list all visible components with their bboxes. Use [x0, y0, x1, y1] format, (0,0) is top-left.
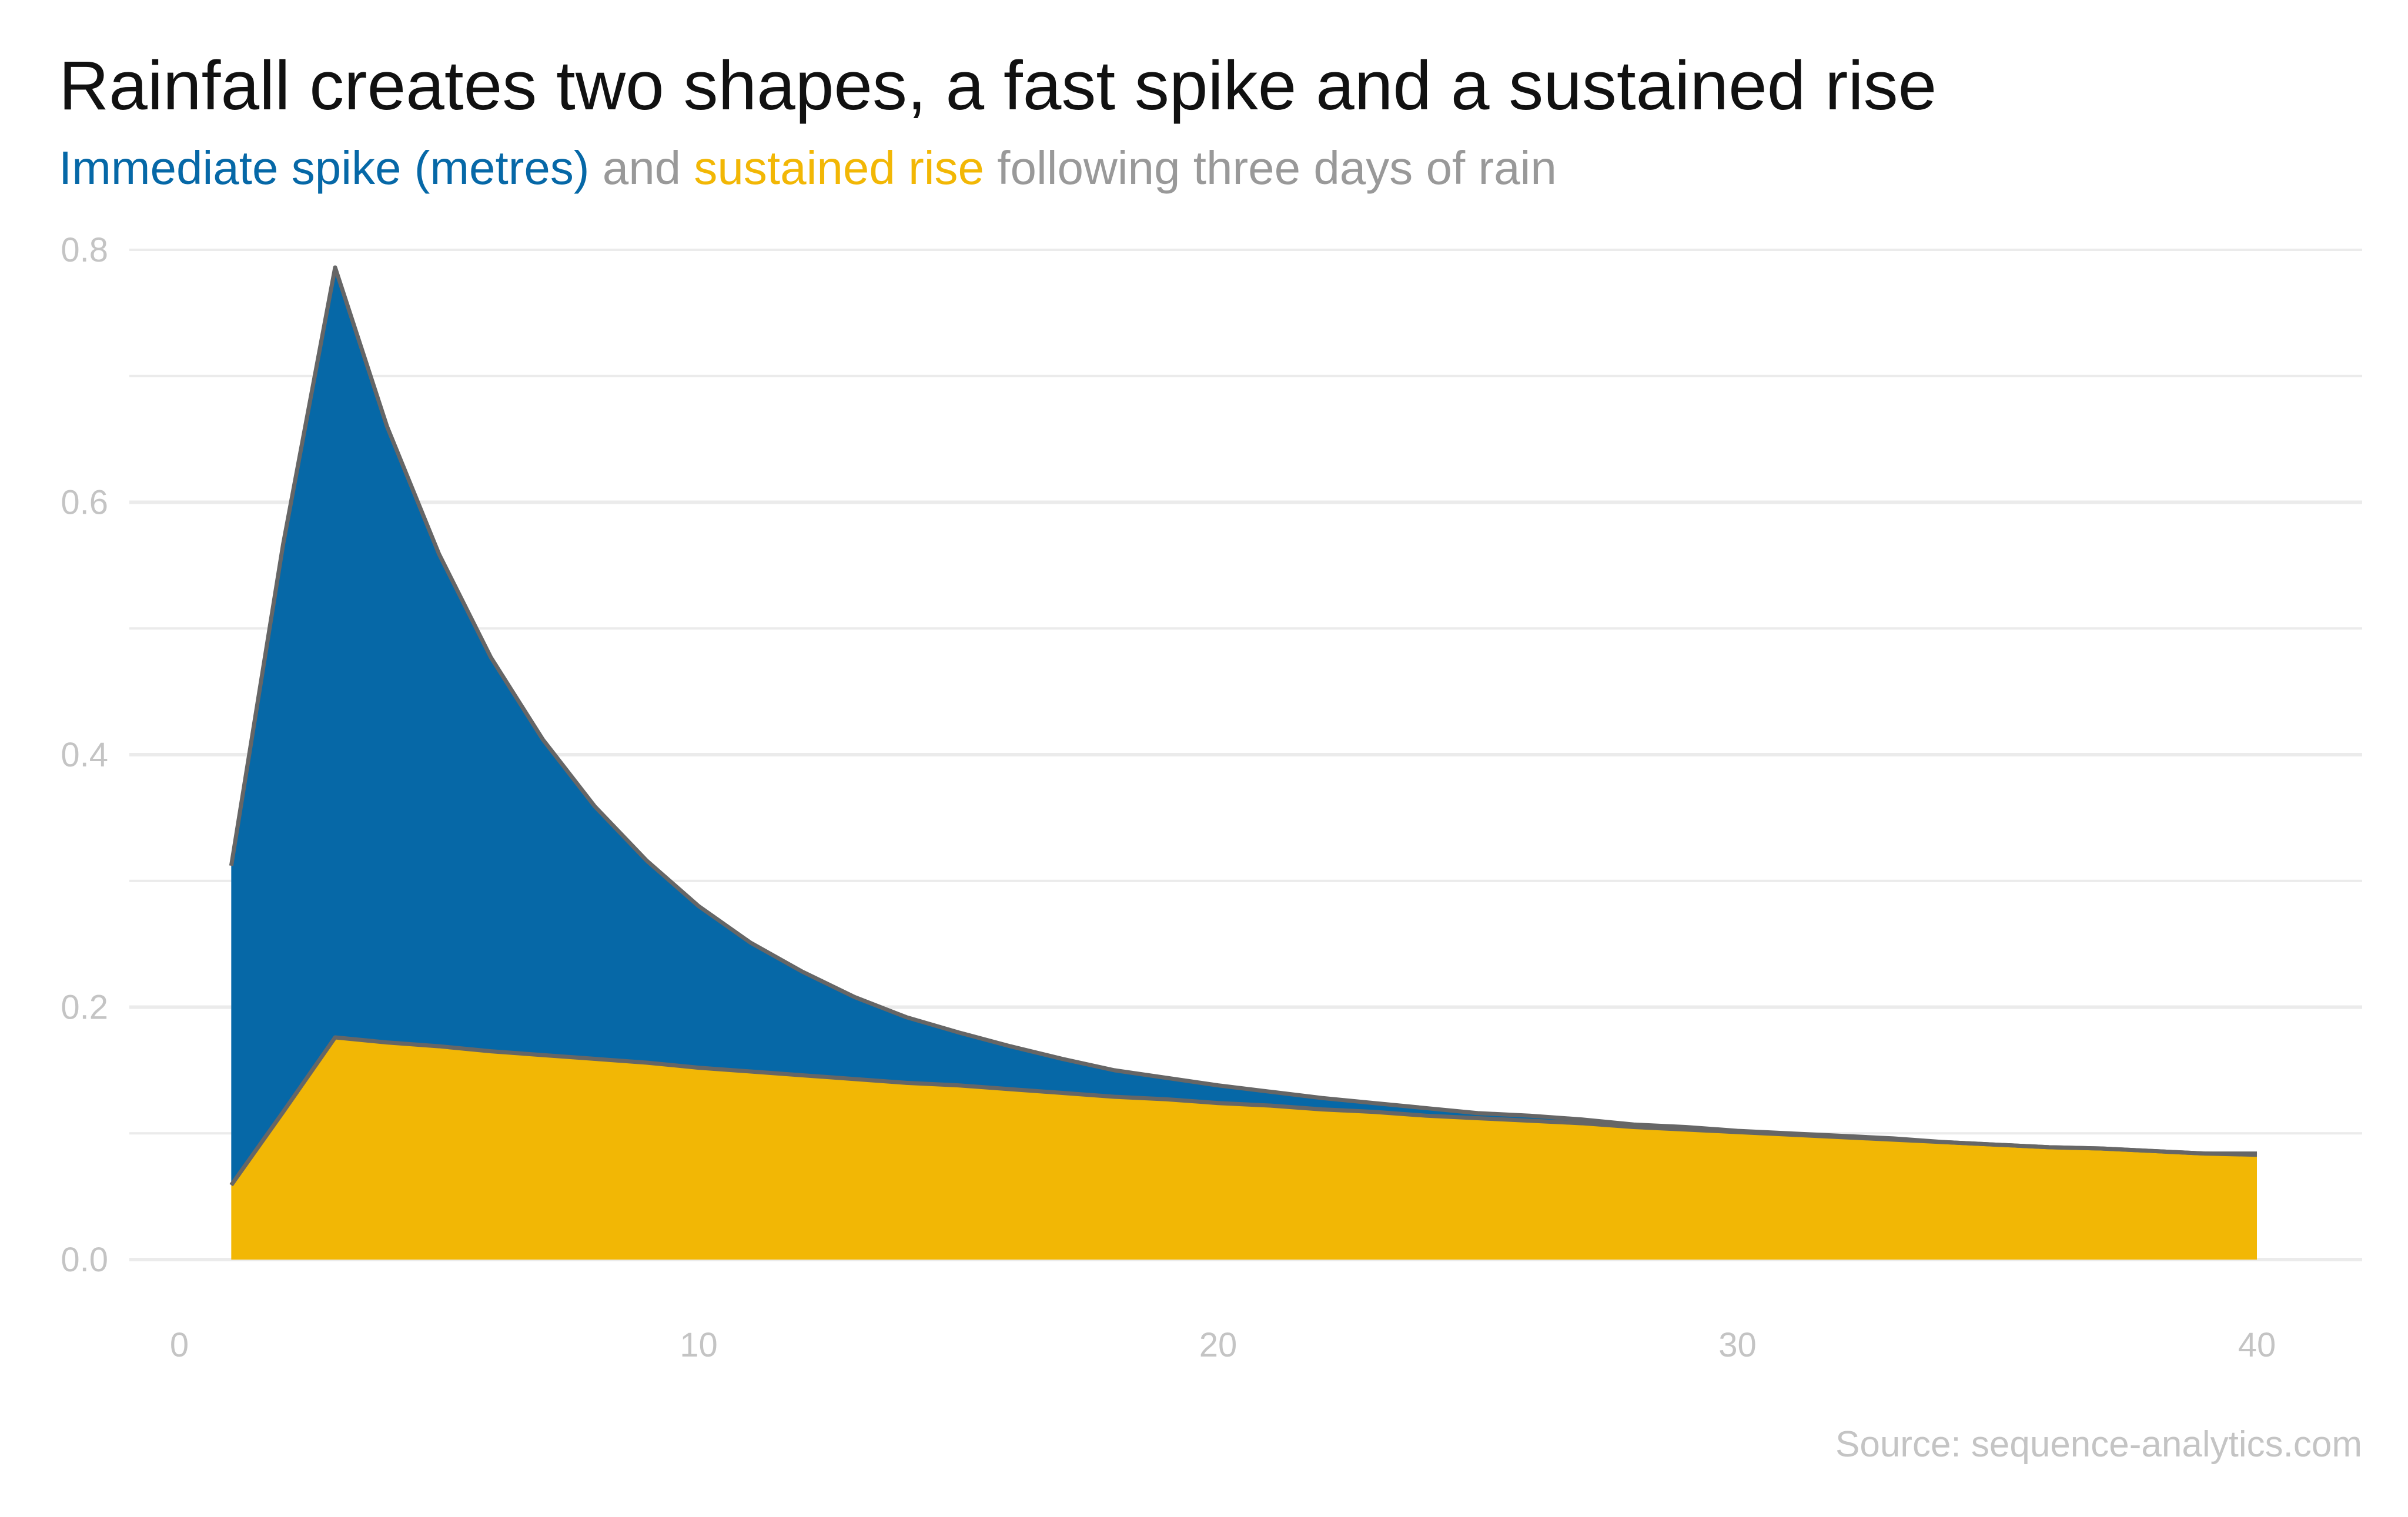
immediate-spike-area: [231, 267, 2257, 1186]
y-tick-label: 0.8: [61, 231, 108, 269]
y-tick-label: 0.0: [61, 1241, 108, 1279]
chart-subtitle: Immediate spike (metres) and sustained r…: [59, 141, 1557, 195]
x-tick-label: 30: [1718, 1326, 1757, 1364]
subtitle-sustained-label: sustained rise: [694, 142, 984, 194]
x-tick-label: 40: [2238, 1326, 2276, 1364]
x-tick-label: 10: [680, 1326, 718, 1364]
subtitle-and: and: [589, 142, 694, 194]
y-tick-label: 0.2: [61, 989, 108, 1027]
immediate-spike-outline: [229, 265, 2257, 1156]
chart-title: Rainfall creates two shapes, a fast spik…: [59, 47, 1937, 125]
source-note: Source: sequence-analytics.com: [1835, 1424, 2362, 1465]
subtitle-spike-label: Immediate spike (metres): [59, 142, 590, 194]
x-axis-ticks: 0 10 20 30 40: [170, 1326, 2276, 1364]
sustained-rise-area: [231, 1037, 2257, 1260]
subtitle-rest: following three days of rain: [984, 142, 1557, 194]
x-tick-label: 20: [1199, 1326, 1238, 1364]
y-tick-label: 0.4: [61, 736, 108, 774]
x-tick-label: 0: [170, 1326, 189, 1364]
areas: [229, 265, 2258, 1260]
y-tick-label: 0.6: [61, 484, 108, 522]
y-axis-ticks: 0.0 0.2 0.4 0.6 0.8: [61, 231, 108, 1279]
